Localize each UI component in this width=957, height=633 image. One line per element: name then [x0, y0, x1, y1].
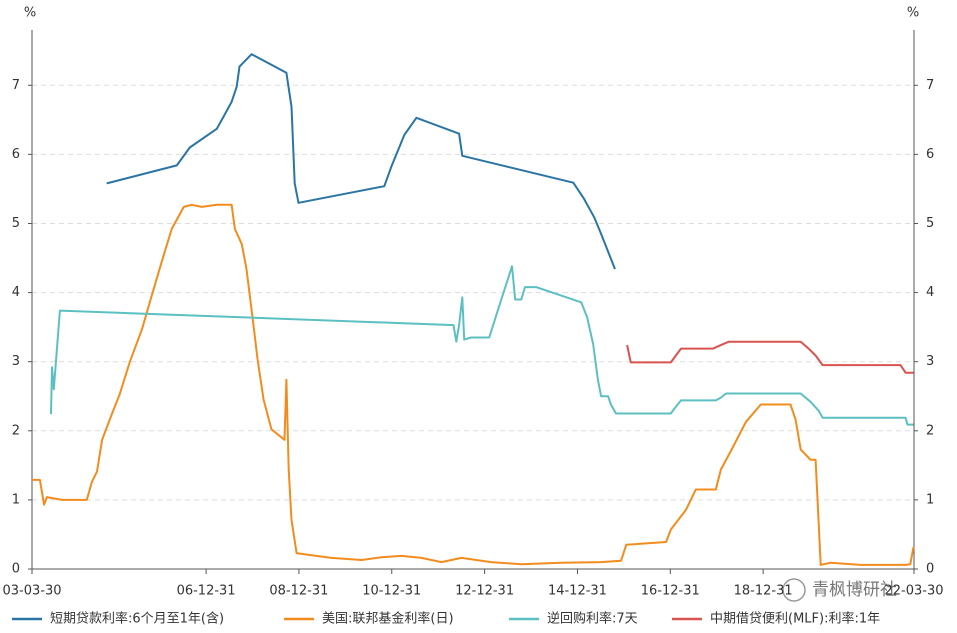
y-tick-label: 7 — [12, 78, 20, 93]
x-tick-label: 03-03-30 — [2, 584, 61, 599]
y2-tick-label: 5 — [926, 216, 934, 231]
x-tick-label: 06-12-31 — [177, 584, 236, 599]
y2-tick-label: 3 — [926, 354, 934, 369]
legend-label: 中期借贷便利(MLF):利率:1年 — [710, 611, 880, 627]
x-tick-label: 12-12-31 — [455, 584, 514, 599]
x-tick-label: 16-12-31 — [641, 584, 700, 599]
x-tick-label: 14-12-31 — [548, 584, 607, 599]
x-tick-label: 18-12-31 — [734, 584, 793, 599]
watermark-icon — [782, 578, 806, 602]
y-tick-label: 5 — [12, 216, 20, 231]
x-tick-label: 10-12-31 — [362, 584, 421, 599]
y-tick-label: 6 — [12, 147, 20, 162]
y-tick-label: 0 — [12, 562, 20, 577]
x-tick-label: 08-12-31 — [269, 584, 328, 599]
y2-unit: % — [907, 6, 919, 21]
x-tick-label: 22-03-30 — [884, 584, 943, 599]
legend: 短期贷款利率:6个月至1年(含) 美国:联邦基金利率(日) 逆回购利率:7天 中期借贷… — [12, 611, 880, 627]
y-tick-label: 1 — [12, 492, 20, 507]
series-line — [106, 53, 616, 270]
series-line — [50, 265, 914, 426]
legend-label: 美国:联邦基金利率(日) — [322, 611, 454, 627]
y-tick-label: 3 — [12, 354, 20, 369]
watermark-text: 青枫博研社 — [812, 580, 897, 600]
legend-label: 短期贷款利率:6个月至1年(含) — [50, 611, 224, 627]
y2-tick-label: 2 — [926, 423, 934, 438]
y2-tick-label: 0 — [926, 562, 934, 577]
series-line — [32, 203, 915, 566]
y2-tick-label: 6 — [926, 147, 934, 162]
y2-tick-label: 1 — [926, 492, 934, 507]
y-tick-label: 2 — [12, 423, 20, 438]
legend-label: 逆回购利率:7天 — [547, 611, 638, 627]
series-line — [626, 340, 914, 374]
y-tick-label: 4 — [12, 285, 20, 300]
y2-tick-label: 7 — [926, 78, 934, 93]
watermark: 青枫博研社 — [782, 578, 897, 602]
y-unit: % — [24, 6, 36, 21]
y2-tick-label: 4 — [926, 285, 934, 300]
